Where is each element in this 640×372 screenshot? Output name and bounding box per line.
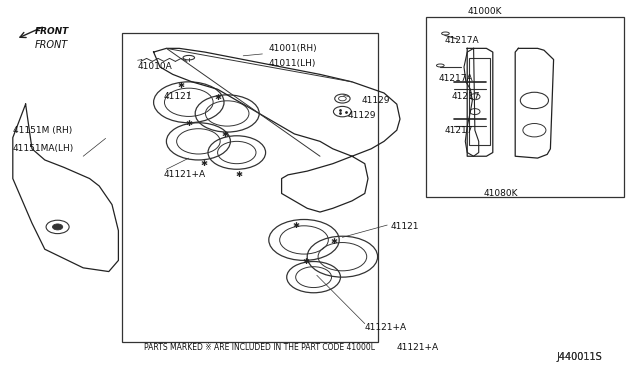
Text: ✱: ✱ [222, 130, 228, 139]
Text: 41011(LH): 41011(LH) [269, 59, 316, 68]
Text: ✱: ✱ [214, 93, 221, 102]
Text: 41080K: 41080K [483, 189, 518, 198]
Text: 41000K: 41000K [467, 7, 502, 16]
Text: ✱: ✱ [236, 170, 243, 179]
Text: 41121: 41121 [390, 222, 419, 231]
Text: ✱: ✱ [200, 159, 207, 168]
Text: FRONT: FRONT [35, 40, 68, 49]
Text: ✱: ✱ [177, 81, 184, 90]
Text: 41121: 41121 [163, 92, 192, 101]
Text: J440011S: J440011S [557, 352, 602, 362]
Text: 41217: 41217 [445, 126, 474, 135]
Text: 41217A: 41217A [438, 74, 473, 83]
Text: 41121+A: 41121+A [365, 323, 407, 332]
Text: PARTS MARKED ※ ARE INCLUDED IN THE PART CODE 41000L: PARTS MARKED ※ ARE INCLUDED IN THE PART … [144, 343, 375, 352]
Circle shape [52, 224, 63, 230]
Text: 41129: 41129 [362, 96, 390, 105]
Text: ✱: ✱ [331, 237, 337, 246]
Text: 41121+A: 41121+A [397, 343, 439, 352]
Text: 41001(RH): 41001(RH) [269, 44, 317, 53]
Text: 41010A: 41010A [138, 62, 172, 71]
Text: ✱: ✱ [303, 257, 309, 266]
Text: FRONT: FRONT [35, 27, 70, 36]
Text: 41151M (RH): 41151M (RH) [13, 126, 72, 135]
Bar [426, 17, 624, 197]
Text: J440011S: J440011S [557, 352, 602, 362]
Circle shape [339, 96, 346, 101]
Text: 41129: 41129 [348, 111, 376, 120]
Text: ✱: ✱ [186, 119, 193, 128]
Bar [469, 58, 490, 145]
Text: 41121+A: 41121+A [163, 170, 205, 179]
Text: ✱: ✱ [292, 221, 299, 230]
Text: 41217A: 41217A [445, 36, 479, 45]
Text: 41151MA(LH): 41151MA(LH) [13, 144, 74, 153]
Text: 41217: 41217 [451, 92, 480, 101]
Bar [122, 33, 378, 342]
